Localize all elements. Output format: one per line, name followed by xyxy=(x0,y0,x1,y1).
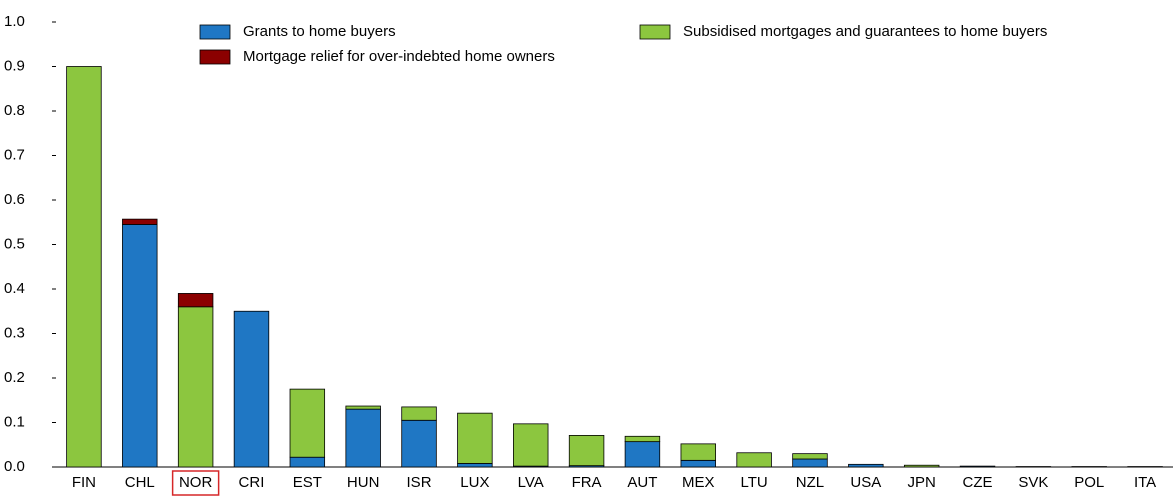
legend-swatch xyxy=(199,24,231,40)
bar-segment xyxy=(177,306,214,468)
x-tick-label: CRI xyxy=(239,474,265,491)
x-tick-label: EST xyxy=(293,474,322,491)
x-tick-label: LTU xyxy=(741,474,768,491)
bar-segment xyxy=(401,406,437,421)
bar-segment xyxy=(624,441,661,468)
x-tick-label: ISR xyxy=(407,474,432,491)
y-tick-label: 0.7 xyxy=(4,146,25,163)
x-tick-label: SVK xyxy=(1018,474,1048,491)
legend-swatch xyxy=(639,24,671,40)
bar-segment xyxy=(513,423,549,467)
bar-segment xyxy=(736,452,772,468)
x-tick-label: AUT xyxy=(627,474,657,491)
bar-segment xyxy=(792,453,828,460)
y-tick-label: 0.6 xyxy=(4,191,25,208)
y-tick-label: 1.0 xyxy=(4,13,25,30)
y-tick-label: 0.0 xyxy=(4,458,25,475)
y-tick-label: 0.2 xyxy=(4,369,25,386)
bar-segment xyxy=(345,405,381,410)
y-tick-label: 0.5 xyxy=(4,235,25,252)
bar-segment xyxy=(401,419,437,468)
x-tick-label: LVA xyxy=(518,474,544,491)
y-tick-label: 0.4 xyxy=(4,280,25,297)
bar-segment xyxy=(122,218,158,225)
x-tick-label: CHL xyxy=(125,474,155,491)
highlight-box xyxy=(171,470,220,496)
x-tick-label: LUX xyxy=(460,474,489,491)
legend-label: Grants to home buyers xyxy=(243,23,396,40)
y-tick-label: 0.8 xyxy=(4,102,25,119)
bar-segment xyxy=(848,463,884,468)
legend-label: Subsidised mortgages and guarantees to h… xyxy=(683,23,1047,40)
x-tick-label: FRA xyxy=(572,474,602,491)
bar-segment xyxy=(792,458,828,468)
bar-segment xyxy=(680,443,716,461)
x-tick-label: ITA xyxy=(1134,474,1156,491)
bar-segment xyxy=(959,465,996,468)
x-tick-label: CZE xyxy=(963,474,993,491)
bar-segment xyxy=(457,463,493,468)
bar-segment xyxy=(122,224,158,468)
x-tick-label: NZL xyxy=(796,474,824,491)
bar-segment xyxy=(345,408,381,468)
bar-segment xyxy=(457,412,493,464)
y-tick-label: 0.9 xyxy=(4,57,25,74)
bar-segment xyxy=(289,388,326,458)
bar-segment xyxy=(233,310,270,468)
x-tick-label: MEX xyxy=(682,474,715,491)
x-tick-label: HUN xyxy=(347,474,380,491)
y-tick-label: 0.3 xyxy=(4,324,25,341)
bar-segment xyxy=(568,435,605,467)
bar-segment xyxy=(624,435,661,443)
x-tick-label: USA xyxy=(850,474,881,491)
x-tick-label: NOR xyxy=(179,474,213,491)
bar-segment xyxy=(66,66,102,468)
legend-label: Mortgage relief for over-indebted home o… xyxy=(243,48,555,65)
x-tick-label: POL xyxy=(1074,474,1104,491)
bar-segment xyxy=(903,464,940,468)
y-tick-label: 0.1 xyxy=(4,413,25,430)
legend-swatch xyxy=(199,49,231,65)
x-tick-label: JPN xyxy=(908,474,936,491)
bar-segment xyxy=(680,459,716,468)
bar-segment xyxy=(177,293,214,308)
x-tick-label: FIN xyxy=(72,474,96,491)
bar-segment xyxy=(289,456,326,468)
